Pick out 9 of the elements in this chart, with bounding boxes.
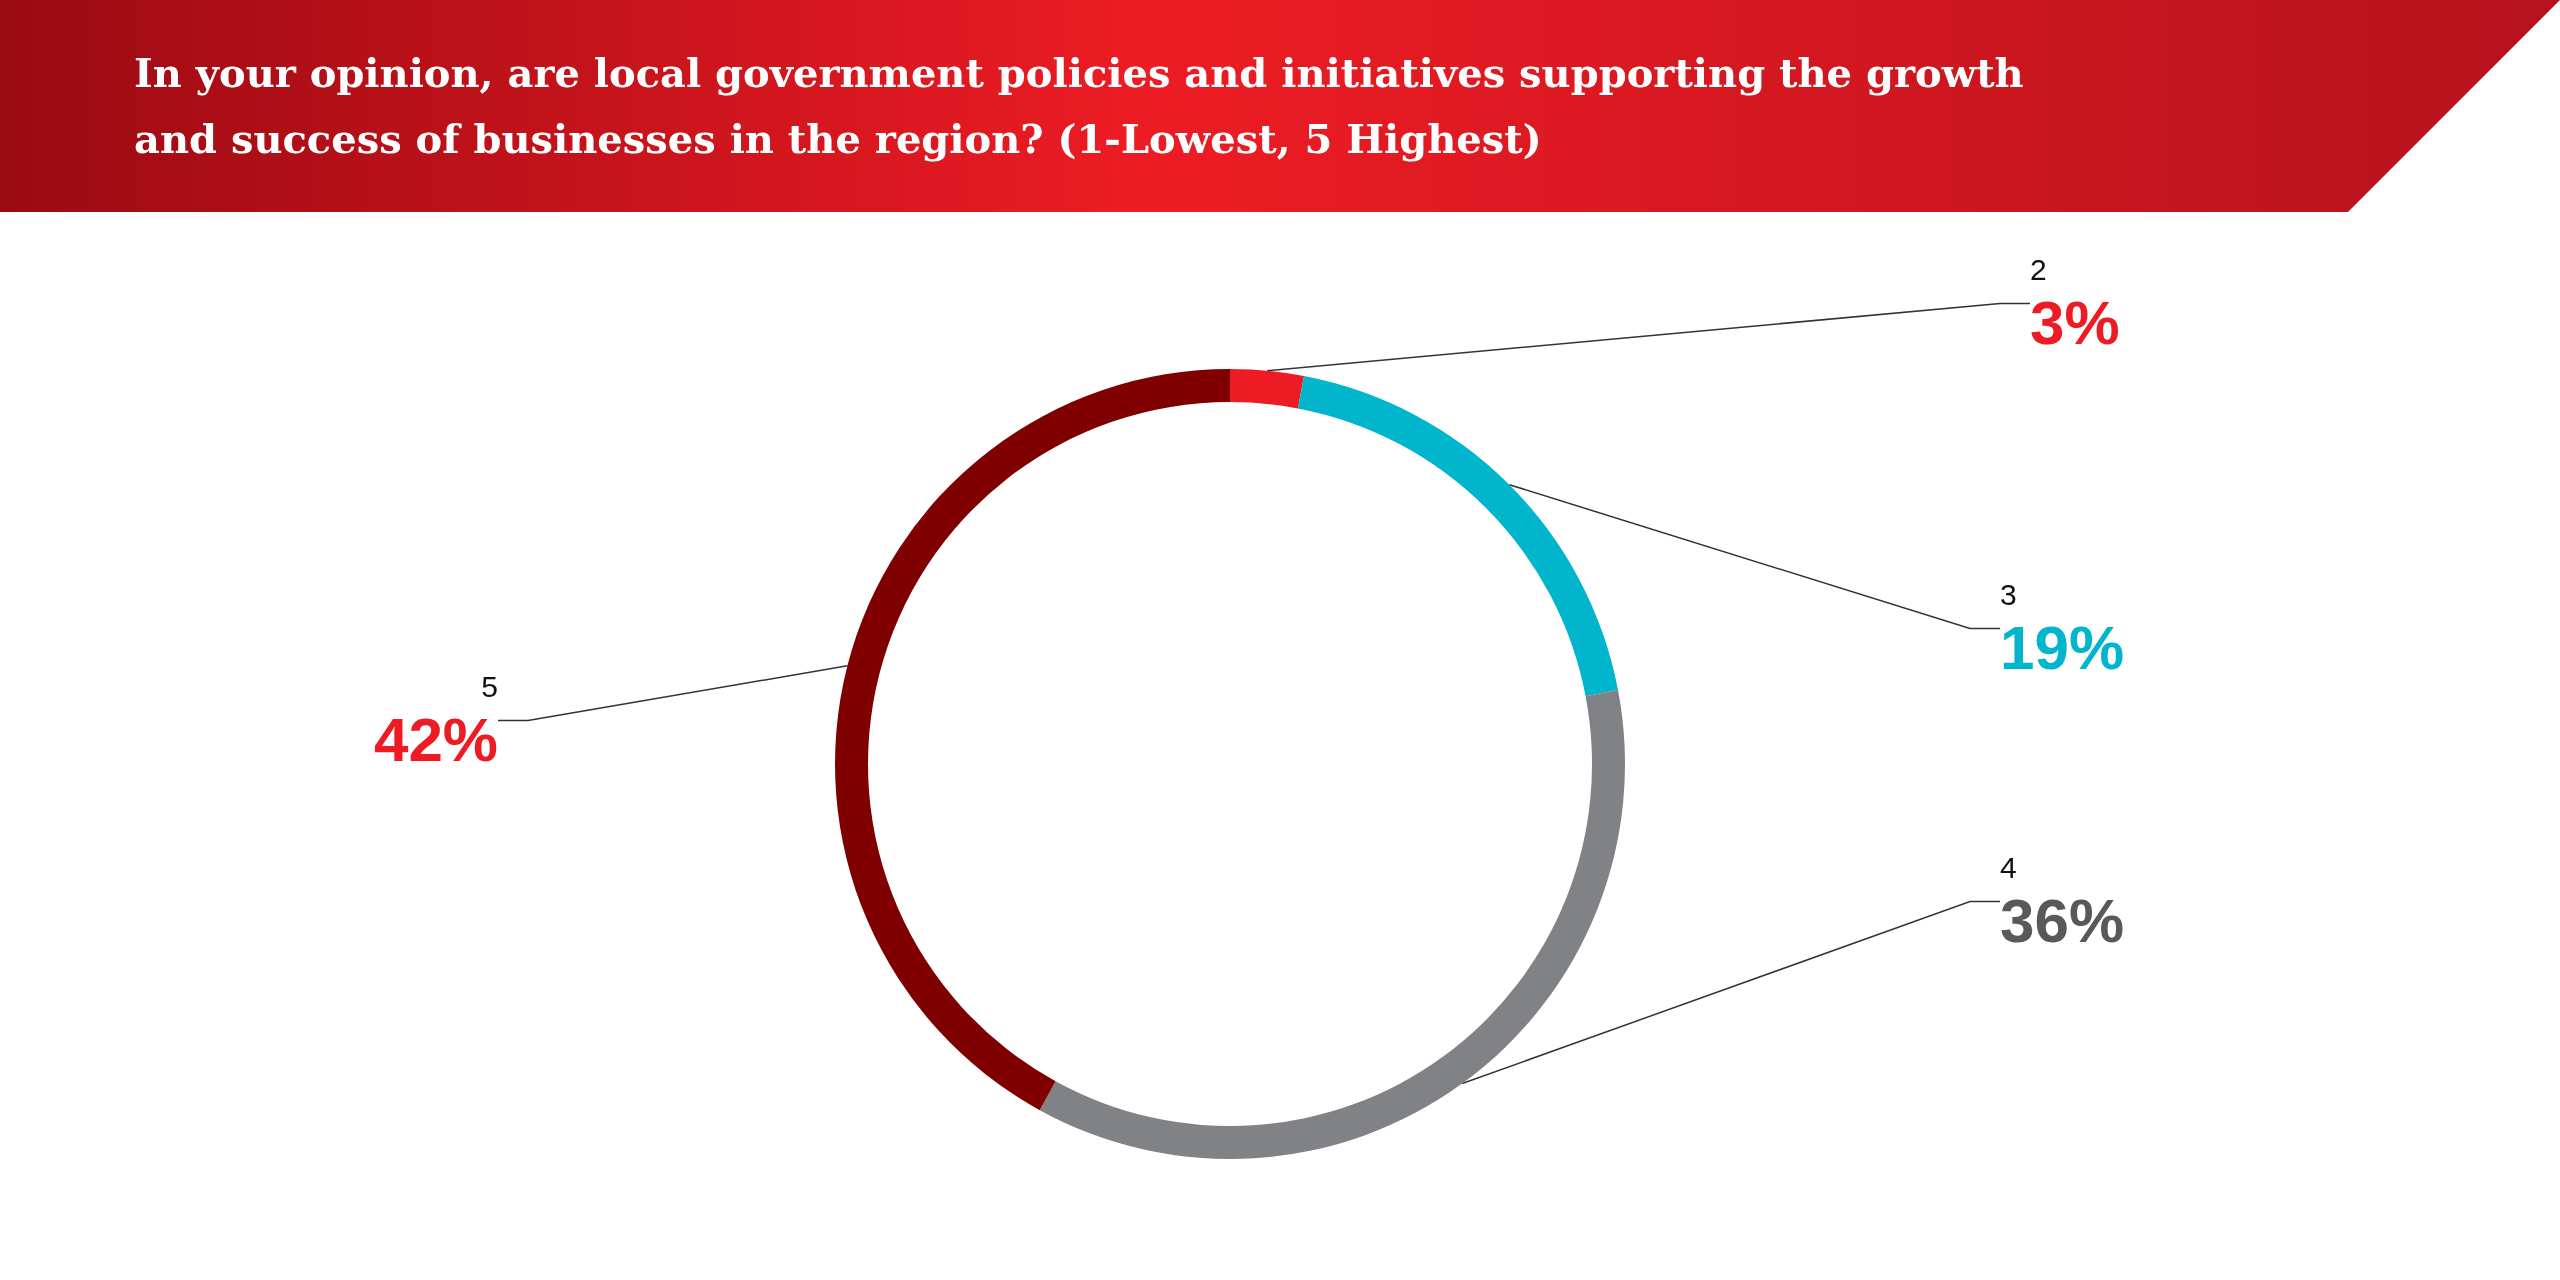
data-label: 3%: [2030, 287, 2120, 357]
slice-label: 3: [2000, 577, 2017, 611]
data-label: 19%: [2000, 612, 2125, 682]
slice-label: 5: [481, 669, 498, 703]
slice-label: 2: [2030, 252, 2047, 286]
slice-label: 4: [2000, 850, 2017, 884]
data-label: 36%: [2000, 885, 2125, 955]
data-label: 42%: [373, 704, 498, 774]
chart-title: In your opinion, are local government policies and initiatives supporting the growth and success of businesses in the region? (1-Lowest, 5 Highest): [134, 48, 2025, 164]
